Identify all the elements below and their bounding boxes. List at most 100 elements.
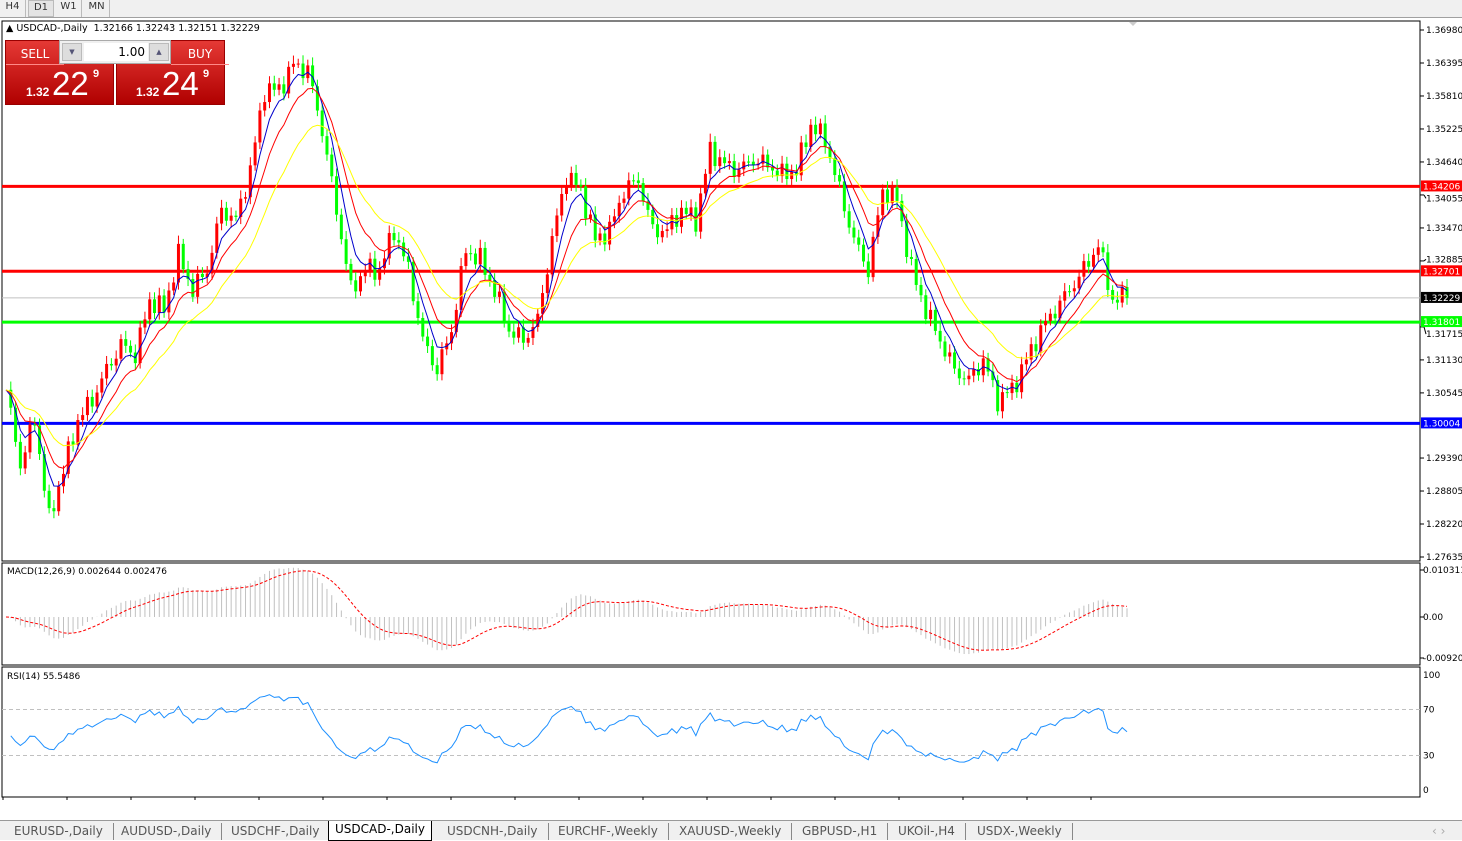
candle-body[interactable] (167, 290, 171, 313)
candle-body[interactable] (234, 215, 238, 217)
candle-body[interactable] (224, 207, 228, 221)
candle-body[interactable] (862, 244, 866, 262)
chart-canvas[interactable]: 1.36980 1.36395 1.35810 1.35225 1.34640 1.340… (0, 20, 1462, 800)
candle-body[interactable] (727, 161, 731, 164)
candle-body[interactable] (814, 124, 818, 135)
candle-body[interactable] (61, 473, 65, 487)
candle-body[interactable] (9, 389, 13, 408)
candle-body[interactable] (507, 321, 511, 332)
candle-body[interactable] (191, 279, 195, 297)
tab-eurchf-weekly[interactable]: EURCHF-,Weekly (558, 823, 669, 840)
candle-body[interactable] (220, 207, 224, 224)
candle-body[interactable] (948, 352, 952, 357)
candle-body[interactable] (291, 63, 295, 67)
candle-body[interactable] (1029, 344, 1033, 360)
candle-body[interactable] (1096, 247, 1100, 255)
candle-body[interactable] (742, 161, 746, 170)
tab-usdcnh-daily[interactable]: USDCNH-,Daily (447, 823, 549, 840)
lot-size-input[interactable]: 1.00 (84, 43, 148, 61)
candle-body[interactable] (1063, 291, 1067, 301)
candle-body[interactable] (464, 253, 468, 267)
candle-body[interactable] (555, 215, 559, 237)
tab-gbpusd-h1[interactable]: GBPUSD-,H1 (802, 823, 889, 840)
candle-body[interactable] (608, 221, 612, 245)
tab-usdx-weekly[interactable]: USDX-,Weekly (977, 823, 1073, 840)
candle-body[interactable] (517, 327, 521, 338)
candle-body[interactable] (359, 276, 363, 292)
candle-body[interactable] (723, 157, 727, 164)
candle-body[interactable] (833, 158, 837, 176)
candle-body[interactable] (267, 83, 271, 103)
candle-body[interactable] (143, 319, 147, 328)
candle-body[interactable] (708, 141, 712, 174)
candle-body[interactable] (847, 211, 851, 228)
candle-body[interactable] (588, 214, 592, 219)
candle-body[interactable] (866, 261, 870, 278)
tab-scroll-arrows-icon[interactable]: ‹ › (1432, 824, 1446, 838)
candle-body[interactable] (18, 441, 22, 469)
candle-body[interactable] (200, 273, 204, 278)
candle-body[interactable] (1053, 313, 1057, 319)
candle-body[interactable] (713, 141, 717, 167)
candle-body[interactable] (1044, 321, 1048, 326)
candle-body[interactable] (636, 180, 640, 184)
candle-body[interactable] (512, 331, 516, 338)
candle-body[interactable] (1058, 300, 1062, 319)
candle-body[interactable] (747, 161, 751, 163)
candle-body[interactable] (450, 332, 454, 344)
candle-body[interactable] (1010, 382, 1014, 394)
lot-increase-button[interactable]: ▲ (149, 43, 169, 61)
candle-body[interactable] (1005, 392, 1009, 394)
candle-body[interactable] (737, 169, 741, 177)
tab-usdchf-daily[interactable]: USDCHF-,Daily (231, 823, 331, 840)
candle-body[interactable] (469, 253, 473, 255)
candle-body[interactable] (488, 274, 492, 280)
candle-body[interactable] (387, 233, 391, 259)
candle-body[interactable] (119, 339, 123, 359)
collapse-triangle-icon[interactable]: ▲ (6, 23, 14, 34)
candle-body[interactable] (541, 293, 545, 314)
candle-body[interactable] (656, 224, 660, 238)
candle-body[interactable] (838, 175, 842, 182)
candle-body[interactable] (622, 198, 626, 203)
candle-body[interactable] (71, 441, 75, 445)
candle-body[interactable] (368, 258, 372, 272)
candle-body[interactable] (282, 84, 286, 94)
candle-body[interactable] (426, 336, 430, 347)
candle-body[interactable] (296, 63, 300, 65)
candle-body[interactable] (42, 454, 46, 491)
candle-body[interactable] (33, 424, 37, 426)
candle-body[interactable] (502, 291, 506, 322)
tab-audusd-daily[interactable]: AUDUSD-,Daily (121, 823, 223, 840)
candle-body[interactable] (962, 378, 966, 380)
candle-body[interactable] (521, 327, 525, 343)
candle-body[interactable] (483, 247, 487, 275)
candle-body[interactable] (402, 242, 406, 257)
candle-body[interactable] (382, 258, 386, 269)
candle-body[interactable] (1120, 287, 1124, 303)
candle-body[interactable] (895, 187, 899, 201)
candle-body[interactable] (972, 369, 976, 376)
candle-body[interactable] (823, 123, 827, 147)
candle-body[interactable] (1077, 276, 1081, 289)
candle-body[interactable] (1115, 299, 1119, 303)
candle-body[interactable] (320, 110, 324, 137)
candle-body[interactable] (239, 198, 243, 217)
candle-body[interactable] (330, 154, 334, 177)
candle-body[interactable] (248, 165, 252, 198)
timeframe-w1[interactable]: W1 (56, 0, 82, 17)
candle-body[interactable] (378, 268, 382, 280)
candle-body[interactable] (953, 352, 957, 369)
candle-body[interactable] (881, 189, 885, 216)
candle-body[interactable] (90, 396, 94, 407)
candle-body[interactable] (95, 392, 99, 407)
candle-body[interactable] (406, 256, 410, 262)
candle-body[interactable] (124, 339, 128, 346)
candle-body[interactable] (770, 167, 774, 171)
candle-body[interactable] (646, 201, 650, 210)
candle-body[interactable] (397, 240, 401, 243)
candle-body[interactable] (373, 258, 377, 280)
candle-body[interactable] (914, 258, 918, 285)
candle-body[interactable] (1106, 252, 1110, 290)
candle-body[interactable] (1101, 247, 1105, 253)
